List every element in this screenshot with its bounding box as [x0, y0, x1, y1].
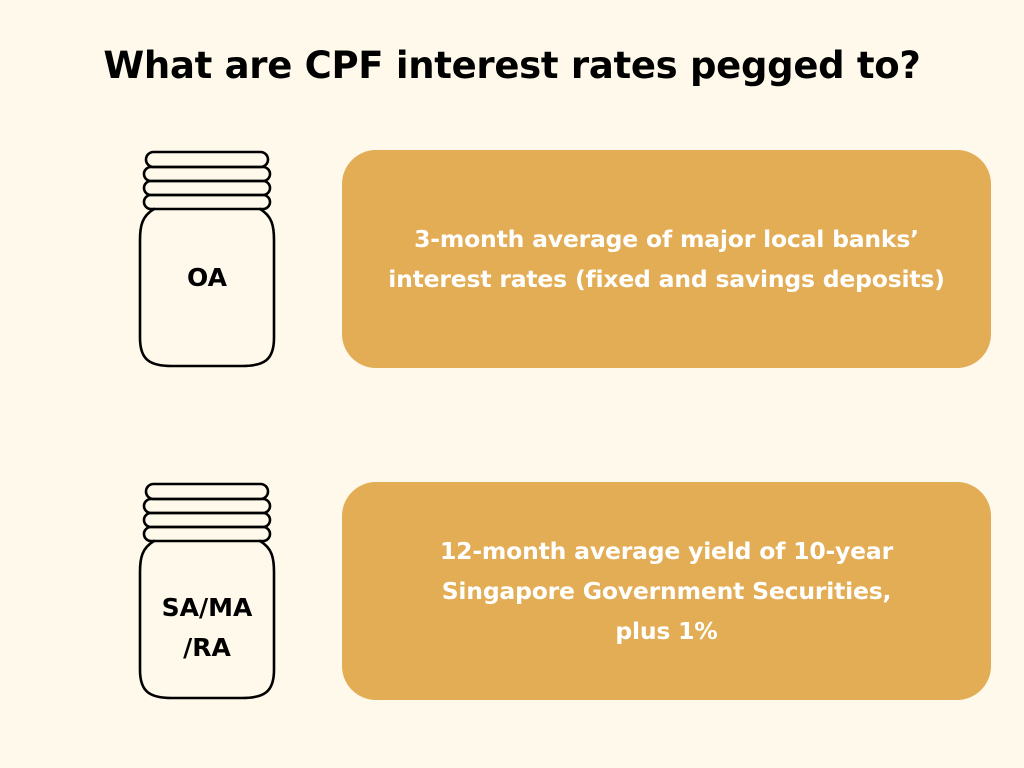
description-line: Singapore Government Securities, [441, 577, 892, 605]
jar-sa-ma-ra: SA/MA /RA [132, 480, 282, 704]
jar-label: SA/MA /RA [132, 588, 282, 668]
jar-label-line: /RA [183, 633, 231, 662]
description-line: interest rates (fixed and savings deposi… [388, 265, 945, 293]
page-title: What are CPF interest rates pegged to? [103, 44, 921, 87]
jar-icon [138, 150, 276, 368]
description-line: plus 1% [615, 617, 718, 645]
description-line: 12-month average yield of 10-year [440, 537, 893, 565]
jar-label-line: OA [187, 263, 227, 292]
description-text: 12-month average yield of 10-year Singap… [440, 531, 893, 651]
description-line: 3-month average of major local banks’ [414, 225, 919, 253]
description-card-sa-ma-ra: 12-month average yield of 10-year Singap… [342, 482, 991, 700]
jar-icon [138, 482, 276, 700]
description-text: 3-month average of major local banks’ in… [388, 219, 945, 299]
jar-oa: OA [132, 148, 282, 372]
jar-label: OA [132, 258, 282, 298]
description-card-oa: 3-month average of major local banks’ in… [342, 150, 991, 368]
jar-label-line: SA/MA [161, 593, 253, 622]
